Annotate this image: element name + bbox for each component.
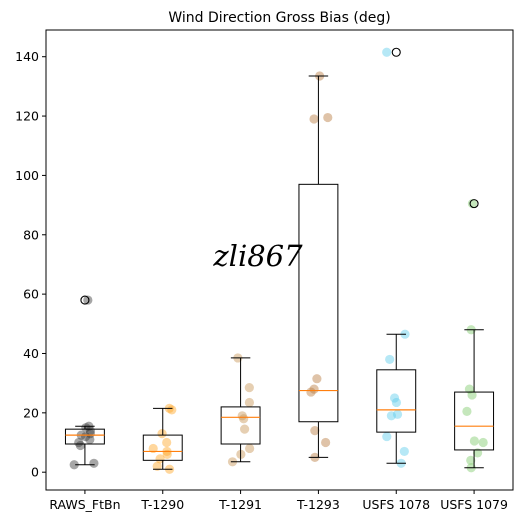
data-point bbox=[382, 431, 392, 442]
x-tick-label: T-1290 bbox=[140, 497, 184, 512]
y-tick-label: 80 bbox=[23, 227, 39, 242]
data-point bbox=[162, 449, 172, 459]
y-tick-label: 20 bbox=[23, 405, 39, 420]
data-point bbox=[386, 411, 397, 421]
data-point bbox=[399, 446, 409, 457]
data-point bbox=[389, 393, 400, 403]
data-point bbox=[239, 414, 249, 424]
data-point bbox=[152, 461, 162, 471]
x-tick-label: USFS 1078 bbox=[362, 497, 430, 512]
data-point bbox=[312, 374, 322, 384]
data-point bbox=[306, 387, 316, 397]
box bbox=[376, 369, 417, 433]
data-point bbox=[385, 354, 395, 365]
data-point bbox=[309, 114, 319, 124]
data-point bbox=[237, 411, 247, 421]
box bbox=[64, 428, 105, 445]
data-point bbox=[323, 112, 333, 123]
outlier-marker bbox=[469, 199, 479, 209]
x-tick-label: USFS 1079 bbox=[440, 497, 508, 512]
data-point bbox=[466, 455, 476, 465]
data-point bbox=[85, 429, 95, 439]
annotation-watermark: zli867 bbox=[212, 239, 303, 273]
plot-frame bbox=[45, 29, 514, 491]
y-tick-label: 120 bbox=[15, 109, 39, 124]
box bbox=[220, 406, 261, 445]
data-point bbox=[473, 448, 483, 458]
data-point bbox=[83, 295, 93, 305]
data-point bbox=[85, 434, 95, 445]
data-point bbox=[244, 383, 254, 393]
data-point bbox=[391, 397, 402, 408]
y-tick-label: 40 bbox=[23, 346, 39, 361]
y-tick-label: 60 bbox=[23, 287, 39, 302]
data-point bbox=[89, 458, 99, 468]
data-point bbox=[162, 437, 172, 448]
data-point bbox=[478, 437, 488, 448]
data-point bbox=[75, 440, 86, 451]
data-point bbox=[85, 426, 95, 436]
plot-marks bbox=[64, 47, 495, 474]
data-point bbox=[310, 426, 320, 436]
data-point bbox=[321, 437, 331, 448]
x-tick-label: T-1291 bbox=[218, 497, 262, 512]
x-tick-label: RAWS_FtBn bbox=[49, 497, 120, 512]
y-tick-label: 100 bbox=[15, 168, 39, 183]
data-point bbox=[240, 424, 250, 434]
outlier-marker bbox=[391, 47, 401, 57]
data-point bbox=[74, 437, 84, 448]
x-tick-label: T-1293 bbox=[296, 497, 340, 512]
data-point bbox=[81, 423, 91, 433]
box bbox=[298, 183, 339, 423]
axis-ticks: 0 20 40 60 80 100 120 140 RAWS_FtBn T-1290 T-1291 T… bbox=[15, 49, 508, 512]
data-point bbox=[467, 199, 478, 209]
data-point bbox=[309, 384, 319, 394]
data-point bbox=[464, 384, 475, 394]
data-point bbox=[244, 397, 255, 408]
data-point bbox=[69, 460, 79, 470]
box bbox=[142, 434, 183, 461]
data-point bbox=[392, 409, 403, 419]
data-point bbox=[157, 429, 167, 439]
y-tick-label: 0 bbox=[31, 465, 39, 480]
y-tick-label: 140 bbox=[15, 49, 39, 64]
data-point bbox=[167, 405, 177, 415]
data-point bbox=[462, 406, 472, 416]
data-point bbox=[245, 443, 255, 454]
data-point bbox=[469, 436, 480, 446]
data-point bbox=[467, 390, 477, 400]
data-point bbox=[382, 47, 392, 57]
outlier-marker bbox=[80, 295, 90, 305]
box bbox=[454, 391, 495, 451]
chart-title: Wind Direction Gross Bias (deg) bbox=[168, 10, 390, 26]
data-point bbox=[81, 431, 91, 442]
data-point bbox=[148, 443, 158, 454]
